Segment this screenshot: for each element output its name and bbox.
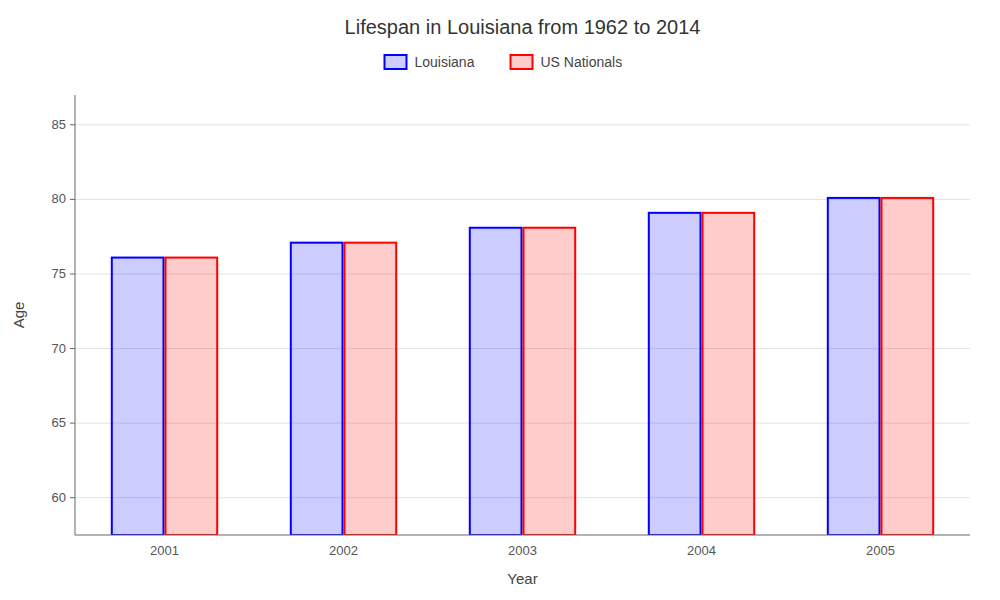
bar bbox=[882, 198, 934, 535]
series bbox=[166, 198, 934, 535]
y-tick-label: 60 bbox=[52, 490, 66, 505]
y-tick bbox=[70, 423, 75, 424]
y-tick bbox=[70, 348, 75, 349]
x-tick-label: 2001 bbox=[150, 543, 179, 558]
y-tick bbox=[70, 199, 75, 200]
legend-label: US Nationals bbox=[541, 54, 623, 70]
bar bbox=[470, 228, 522, 535]
y-tick-label: 75 bbox=[52, 266, 66, 281]
legend-swatch bbox=[511, 55, 533, 69]
y-tick-label: 85 bbox=[52, 117, 66, 132]
bar bbox=[166, 258, 218, 535]
bar bbox=[703, 213, 755, 535]
x-tick-label: 2002 bbox=[329, 543, 358, 558]
bar bbox=[649, 213, 701, 535]
y-axis-label: Age bbox=[10, 302, 27, 329]
legend-swatch bbox=[385, 55, 407, 69]
x-axis-label: Year bbox=[507, 570, 537, 587]
y-tick bbox=[70, 497, 75, 498]
x-tick-label: 2005 bbox=[866, 543, 895, 558]
bars bbox=[112, 198, 933, 535]
y-tick-label: 70 bbox=[52, 341, 66, 356]
y-tick-label: 80 bbox=[52, 191, 66, 206]
chart: Lifespan in Louisiana from 1962 to 2014 6… bbox=[0, 0, 1000, 600]
y-tick bbox=[70, 273, 75, 274]
bar bbox=[345, 243, 397, 535]
legend-label: Louisiana bbox=[415, 54, 475, 70]
bar bbox=[524, 228, 576, 535]
series bbox=[112, 198, 880, 535]
y-tick bbox=[70, 124, 75, 125]
grid-line bbox=[75, 124, 970, 125]
bar bbox=[112, 258, 164, 535]
x-tick-label: 2004 bbox=[687, 543, 716, 558]
legend: Louisiana US Nationals bbox=[385, 54, 623, 70]
y-tick-label: 65 bbox=[52, 415, 66, 430]
x-axis-line bbox=[75, 535, 970, 536]
bar bbox=[828, 198, 880, 535]
title: Lifespan in Louisiana from 1962 to 2014 bbox=[345, 16, 701, 38]
x-tick-label: 2003 bbox=[508, 543, 537, 558]
y-axis-line bbox=[75, 95, 76, 535]
bar bbox=[291, 243, 343, 535]
